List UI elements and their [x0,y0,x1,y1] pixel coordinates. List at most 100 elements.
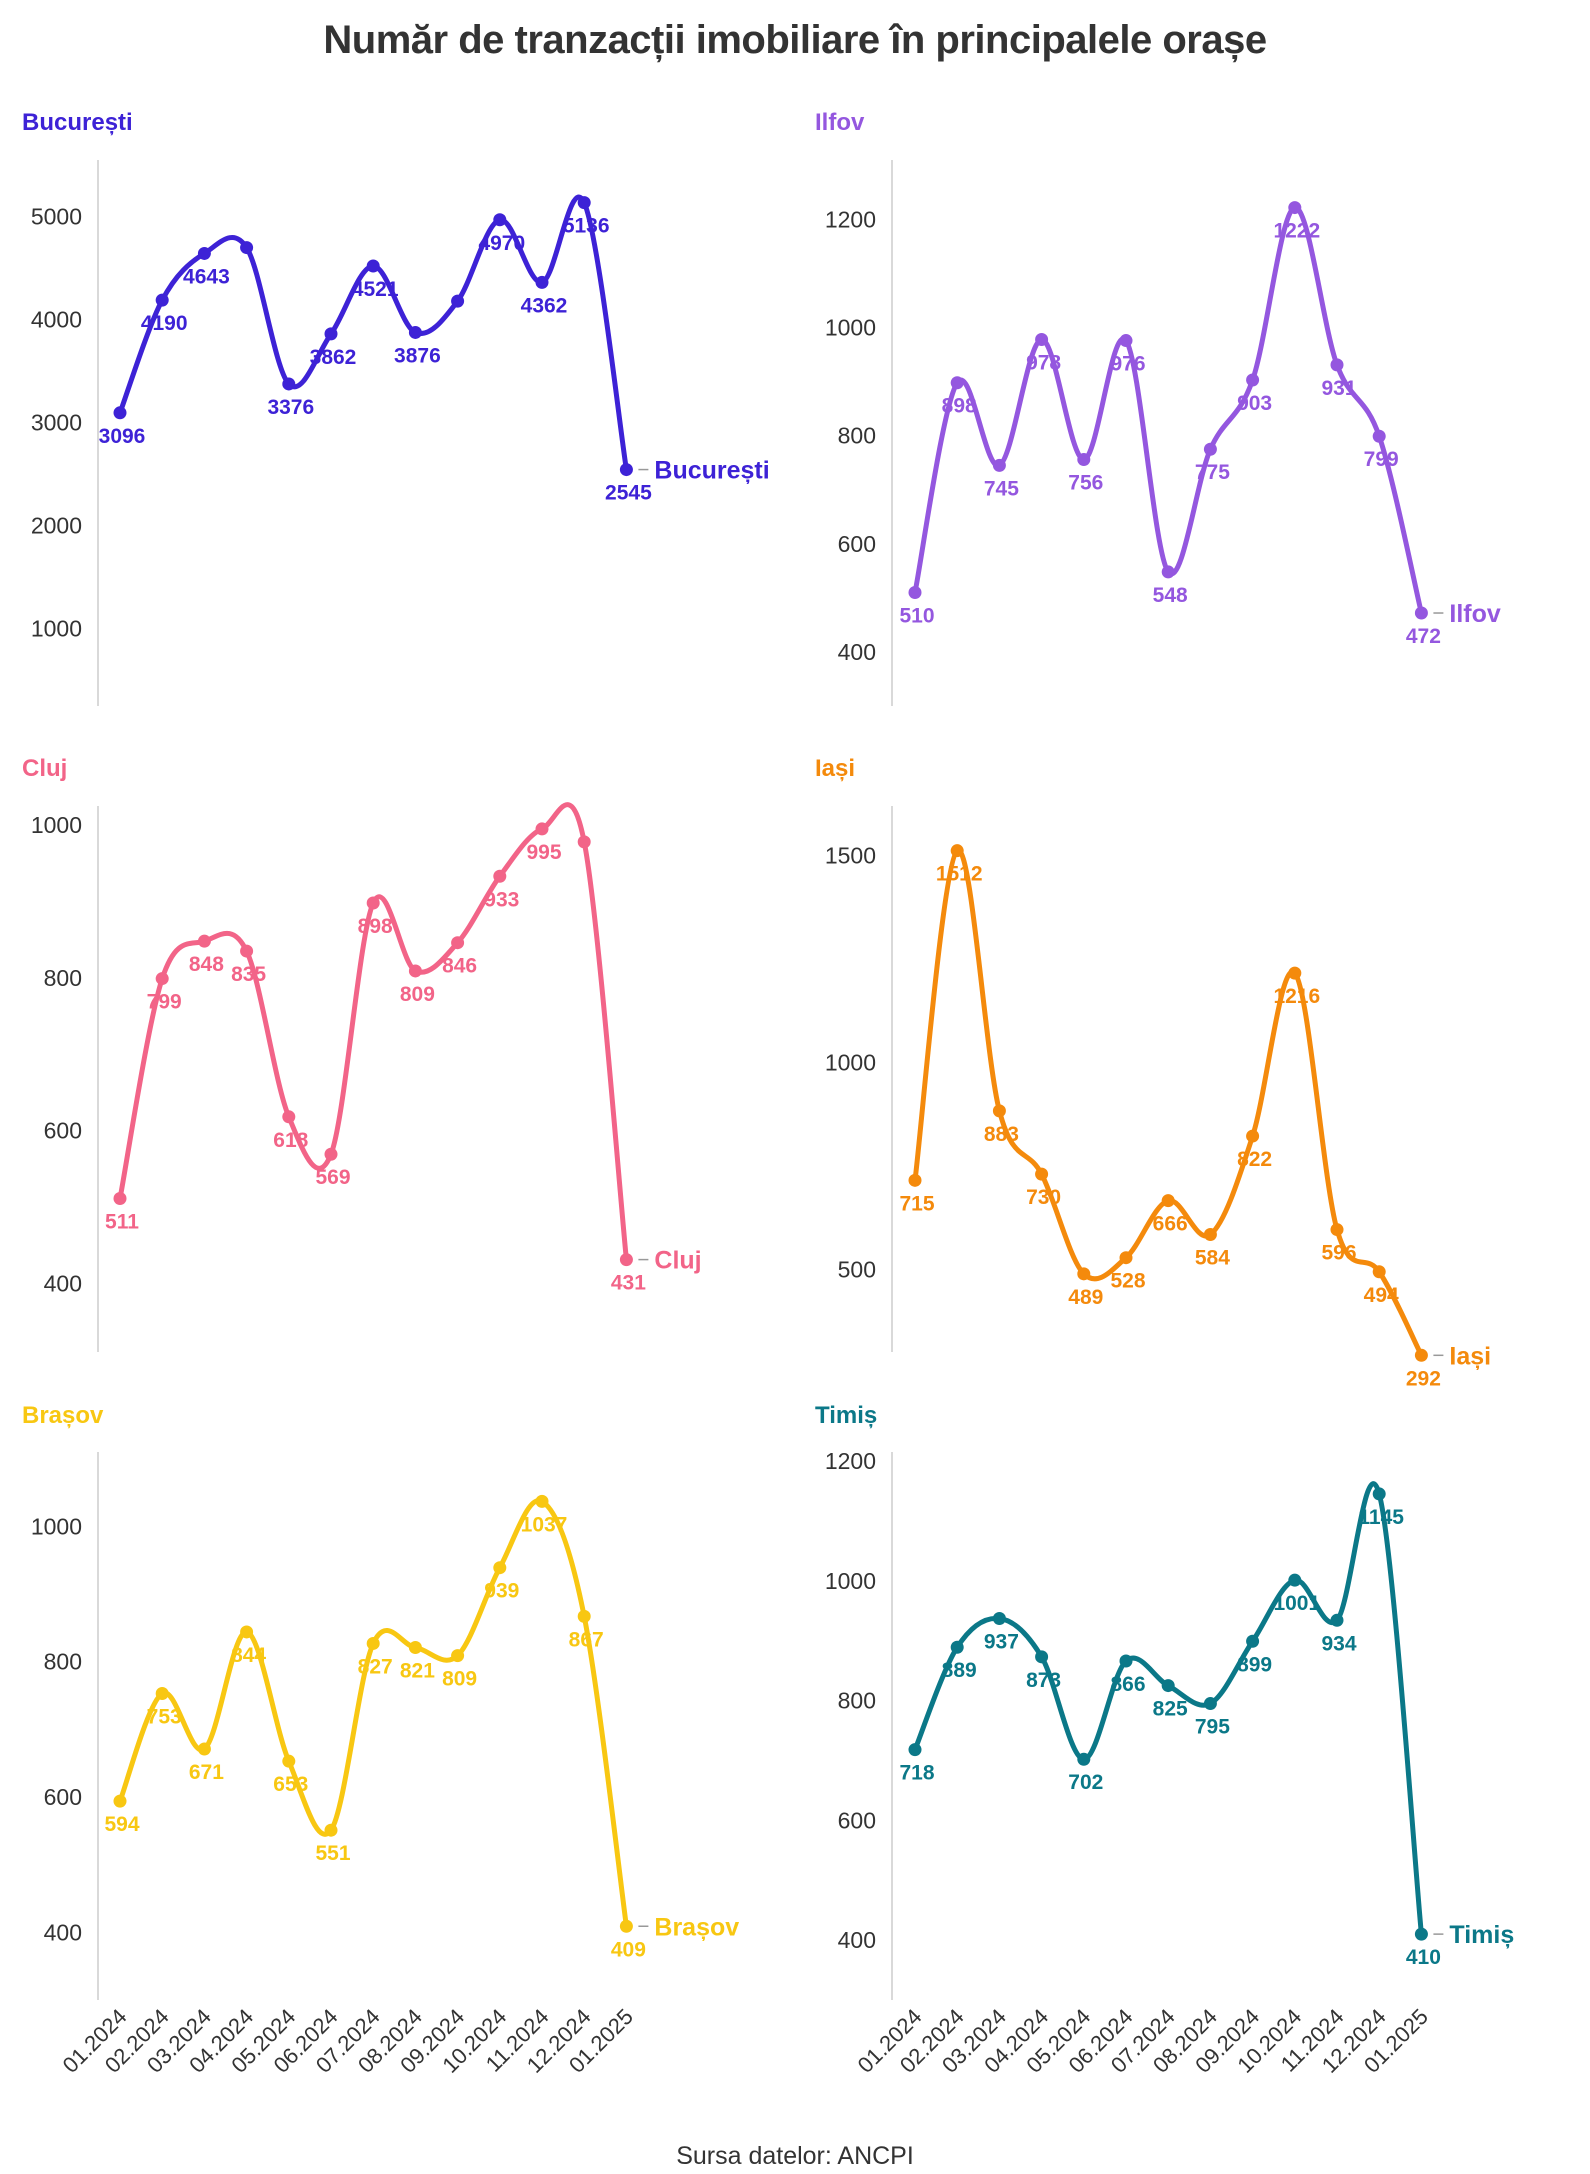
data-label: 809 [400,983,435,1006]
y-tick-label: 1200 [825,206,876,232]
data-label: 835 [231,963,266,986]
data-point [1414,1927,1428,1941]
panel-title: Brașov [22,1402,104,1429]
data-point [1119,334,1133,348]
data-point [535,275,549,289]
data-point [1077,1267,1091,1281]
data-label: 799 [147,991,182,1014]
series-line [117,194,629,473]
data-point [992,458,1006,472]
data-point [1077,1752,1091,1766]
y-tick-label: 1000 [31,1513,82,1539]
data-label: 431 [611,1272,646,1295]
data-label: 594 [104,1813,139,1836]
data-label: 666 [1153,1213,1188,1236]
y-tick-label: 2000 [31,513,82,539]
data-label: 873 [1026,1669,1061,1692]
data-label: 410 [1406,1946,1441,1969]
data-point [1372,1487,1386,1501]
data-point [577,1609,591,1623]
data-label: 1222 [1273,220,1320,243]
chart-panel-6: Timiș 400 600 800 1000 1200 718 889 937 873 702 866… [815,1402,1514,2078]
data-point [950,376,964,390]
data-label: 1037 [521,1513,568,1536]
y-tick-label: 4000 [31,307,82,333]
data-point [240,944,254,958]
data-point [1161,565,1175,579]
data-label: 551 [315,1842,350,1865]
series-line [117,1498,629,1929]
data-point [324,1147,338,1161]
data-label: 775 [1195,461,1230,484]
data-point [535,822,549,836]
data-label: 795 [1195,1716,1230,1739]
data-point [1288,201,1302,215]
data-point [408,1641,422,1655]
data-point [992,1104,1006,1118]
data-point [366,896,380,910]
data-point [1330,1223,1344,1237]
data-point [451,1649,465,1663]
y-tick-label: 600 [838,531,876,557]
data-point [451,936,465,950]
data-label: 510 [899,604,934,627]
chart-panel-4: Iași 500 1000 1500 715 1512 883 730 489 528 666 584… [815,755,1491,1390]
data-label: 528 [1110,1270,1145,1293]
data-point [408,964,422,978]
y-tick-label: 400 [44,1919,82,1945]
y-tick-label: 800 [44,1649,82,1675]
data-point [619,1919,633,1933]
data-point [908,1173,922,1187]
data-label: 898 [358,915,393,938]
data-label: 2545 [605,482,652,505]
data-label: 4521 [352,278,399,301]
data-label: 799 [1364,448,1399,471]
y-tick-label: 400 [44,1270,82,1296]
data-label: 489 [1068,1286,1103,1309]
data-label: 844 [231,1644,266,1667]
data-label: 1512 [936,863,983,886]
data-label: 745 [984,477,1019,500]
y-tick-label: 800 [44,965,82,991]
data-label: 883 [984,1123,1019,1146]
chart-title: Număr de tranzacții imobiliare în princi… [323,18,1267,62]
data-label: 934 [1321,1632,1356,1655]
data-point [324,327,338,341]
y-tick-label: 600 [838,1807,876,1833]
data-label: 511 [105,1211,139,1234]
data-point [535,1494,549,1508]
data-label: 827 [358,1655,393,1678]
y-tick-label: 1000 [31,616,82,642]
data-point [1246,1129,1260,1143]
end-label: Iași [1449,1342,1491,1370]
chart-panel-2: Ilfov 400 600 800 1000 1200 510 898 745 978 756 976… [815,109,1501,706]
data-label: 618 [273,1129,308,1152]
data-label: 671 [189,1761,224,1784]
data-point [950,1640,964,1654]
data-point [619,1253,633,1267]
data-label: 939 [484,1580,519,1603]
series-line [912,848,1424,1358]
data-point [577,196,591,210]
chart-panel-3: Cluj 400 600 800 1000 511 799 848 835 618 569 898 80… [22,755,702,1352]
data-point [113,406,127,420]
y-tick-label: 1000 [31,812,82,838]
series-line [117,802,629,1263]
data-point [197,934,211,948]
y-tick-label: 600 [44,1784,82,1810]
data-point [282,1110,296,1124]
panel-title: Timiș [815,1402,877,1429]
data-label: 4362 [521,294,568,317]
data-label: 821 [400,1660,435,1683]
end-label: Timiș [1449,1921,1514,1949]
data-label: 3862 [310,346,357,369]
y-tick-label: 3000 [31,410,82,436]
data-label: 4970 [478,232,525,255]
end-label: București [654,457,769,485]
data-point [1372,429,1386,443]
data-point [493,869,507,883]
data-point [366,259,380,273]
data-label: 848 [189,953,224,976]
data-label: 889 [942,1659,977,1682]
